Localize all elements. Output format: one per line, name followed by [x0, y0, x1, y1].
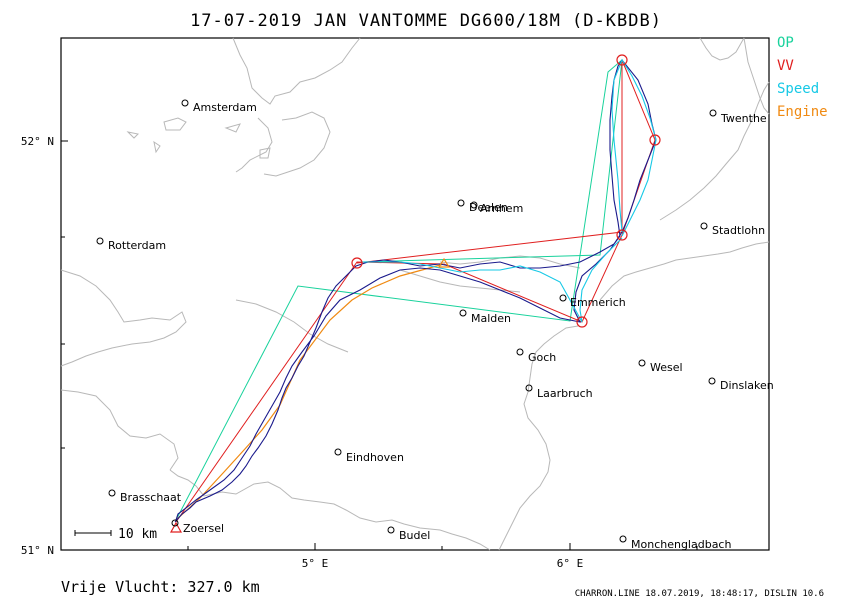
place-label: Amsterdam [193, 101, 257, 114]
place-eindhoven: Eindhoven [334, 448, 404, 464]
place-dot [459, 309, 467, 317]
place-budel: Budel [387, 526, 430, 542]
place-label: Deelen [469, 201, 508, 214]
legend-speed: Speed [777, 81, 819, 97]
place-dot [619, 535, 627, 543]
place-label: Eindhoven [346, 451, 404, 464]
place-stadtlohn: Stadtlohn [700, 222, 765, 237]
place-label: Arnhem [480, 202, 523, 215]
lat-label-52: 52° N [21, 135, 54, 148]
map-frame [60, 37, 770, 551]
turnpoint-5 [616, 54, 628, 66]
lon-label-5: 5° E [302, 557, 329, 570]
place-deelen: Deelen [457, 199, 508, 214]
distance-label: Vrije Vlucht: 327.0 km [61, 578, 260, 596]
place-emmerich: Emmerich [559, 294, 626, 309]
place-dot [457, 199, 465, 207]
coastline-borders [60, 37, 770, 551]
place-brasschaat: Brasschaat [108, 489, 182, 504]
place-dot [700, 222, 708, 230]
place-dot [470, 201, 478, 209]
legend: OP VV Speed Engine [777, 35, 828, 120]
place-label: Zoersel [183, 522, 224, 535]
legend-op: OP [777, 35, 794, 51]
place-label: Twenthe [720, 112, 767, 125]
place-label: Dinslaken [720, 379, 774, 392]
page-title: 17-07-2019 JAN VANTOMME DG600/18M (D-KBD… [190, 11, 662, 31]
place-dot [525, 384, 533, 392]
place-dot [96, 237, 104, 245]
lat-label-51: 51° N [21, 544, 54, 557]
place-label: Laarbruch [537, 387, 593, 400]
op-task-line [175, 58, 623, 521]
place-zoersel: Zoersel [171, 519, 224, 535]
place-dot [387, 526, 395, 534]
legend-engine: Engine [777, 104, 828, 120]
place-dot [334, 448, 342, 456]
engine-start-marker [437, 257, 451, 268]
engine-track [175, 263, 445, 521]
program-info: CHARRON.LINE 18.07.2019, 18:48:17, DISLI… [575, 589, 824, 599]
turnpoints [351, 54, 661, 328]
place-label: Stadtlohn [712, 224, 765, 237]
place-malden: Malden [459, 309, 511, 325]
speed-track-2 [611, 58, 657, 237]
legend-vv: VV [777, 58, 794, 74]
place-amsterdam: Amsterdam [181, 99, 257, 114]
place-rotterdam: Rotterdam [96, 237, 166, 252]
turnpoint-3 [616, 229, 628, 241]
place-dot [709, 109, 717, 117]
turnpoint-4 [649, 134, 661, 146]
place-dot [181, 99, 189, 107]
place-label: Wesel [650, 361, 683, 374]
speed-track-3 [579, 237, 623, 323]
place-label: Goch [528, 351, 556, 364]
turnpoint-2 [576, 316, 588, 328]
place-label: Emmerich [570, 296, 626, 309]
vv-task-line [175, 59, 656, 523]
place-dot [516, 348, 524, 356]
flight-track [174, 59, 657, 523]
place-dinslaken: Dinslaken [708, 377, 774, 392]
place-label: Budel [399, 529, 430, 542]
axis-ticks [61, 140, 698, 551]
speed-track-1 [362, 261, 583, 323]
place-arnhem: Arnhem [470, 201, 523, 215]
place-laarbruch: Laarbruch [525, 384, 593, 400]
place-markers: Amsterdam Twenthe Rotterdam Deelen Arnhe… [96, 99, 774, 551]
scale-bar-label: 10 km [118, 527, 157, 542]
place-label: Monchengladbach [631, 538, 731, 551]
place-wesel: Wesel [638, 359, 683, 374]
place-label: Rotterdam [108, 239, 166, 252]
place-dot [708, 377, 716, 385]
place-label: Brasschaat [120, 491, 182, 504]
turnpoint-1 [351, 257, 363, 269]
place-dot [638, 359, 646, 367]
place-dot [559, 294, 567, 302]
scale-bar: 10 km [74, 527, 157, 542]
place-monchengladbach: Monchengladbach [619, 535, 731, 551]
place-twenthe: Twenthe [709, 109, 767, 125]
place-dot [108, 489, 116, 497]
lon-label-6: 6° E [557, 557, 584, 570]
place-dot [171, 519, 179, 527]
start-triangle [169, 521, 183, 533]
place-goch: Goch [516, 348, 556, 364]
place-label: Malden [471, 312, 511, 325]
